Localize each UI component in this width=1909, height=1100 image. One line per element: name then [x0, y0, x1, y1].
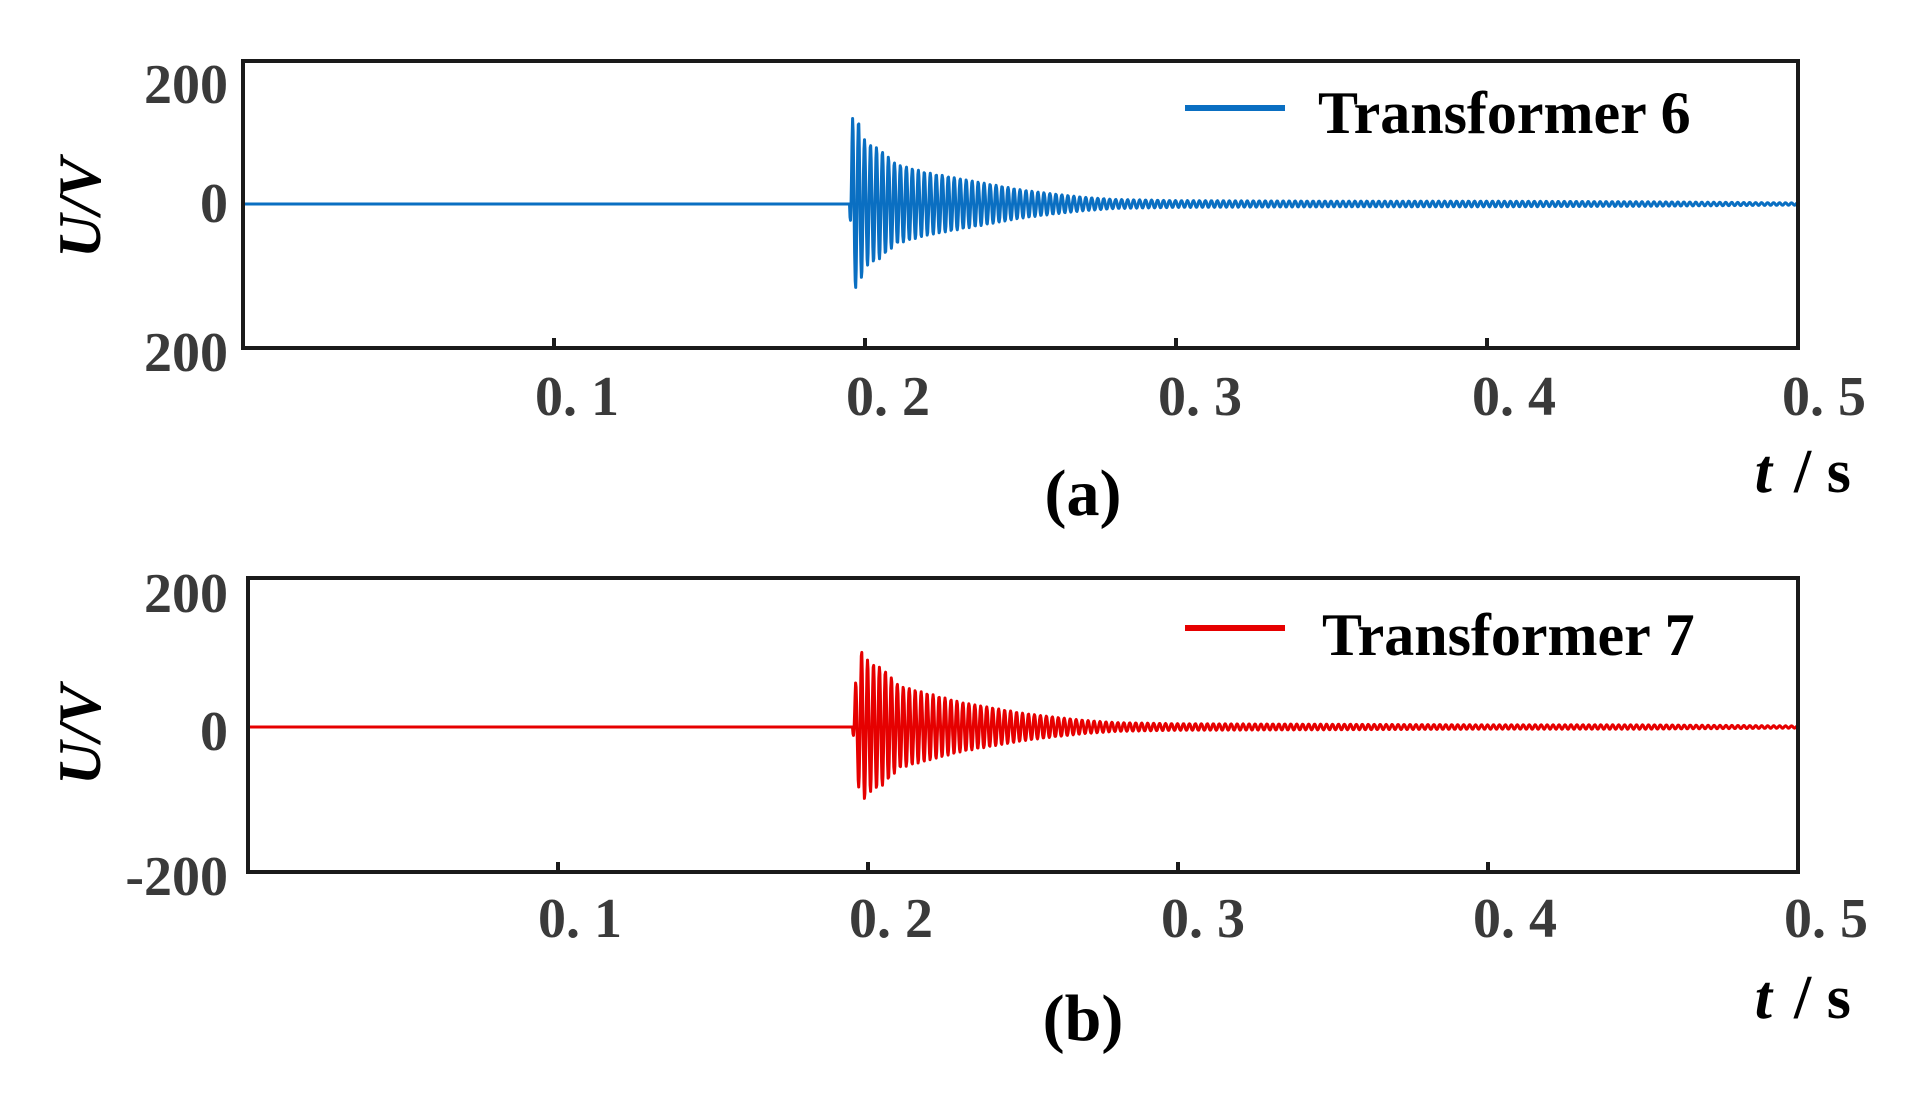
panel-b: U/V 200 0 -200 Transformer 7 0. 1 0. 2 0… [47, 563, 1868, 1055]
x-tick-label: 0. 5 [1784, 888, 1868, 950]
x-axis-variable: t [1755, 964, 1774, 1032]
plot-area-b [247, 650, 1799, 800]
legend: Transformer 6 [1185, 80, 1691, 146]
x-axis-variable: t [1755, 438, 1774, 506]
x-tick-label: 0. 1 [538, 888, 622, 950]
y-axis-label: U/V [47, 153, 113, 258]
legend-label: Transformer 7 [1322, 602, 1695, 668]
x-tick-label: 0. 5 [1782, 366, 1866, 428]
series-line-1 [247, 650, 1799, 800]
plot-frame [241, 59, 1800, 350]
x-tick-marks [556, 862, 1800, 872]
series-line-1 [242, 117, 1799, 289]
x-tick-label: 0. 4 [1472, 366, 1556, 428]
y-tick-label: 200 [144, 54, 228, 116]
x-tick-marks [552, 338, 1800, 348]
x-axis-unit: / s [1793, 438, 1851, 506]
x-tick-label: 0. 2 [846, 366, 930, 428]
plot-area-a [242, 117, 1799, 289]
x-axis-unit: / s [1793, 964, 1851, 1032]
y-tick-label: 0 [200, 701, 228, 763]
panel-caption: (b) [1043, 982, 1124, 1055]
x-tick-label: 0. 1 [535, 366, 619, 428]
y-tick-label: 200 [144, 563, 228, 625]
legend: Transformer 7 [1185, 602, 1695, 668]
x-tick-label: 0. 2 [849, 888, 933, 950]
y-tick-label: 0 [200, 173, 228, 235]
x-tick-label: 0. 3 [1158, 366, 1242, 428]
y-tick-label: 200 [144, 322, 228, 384]
y-tick-label: -200 [125, 846, 228, 908]
legend-label: Transformer 6 [1318, 80, 1691, 146]
y-axis-label: U/V [47, 680, 113, 785]
x-tick-label: 0. 3 [1161, 888, 1245, 950]
plot-frame [246, 576, 1800, 874]
panel-a: U/V 200 0 200 Transformer 6 0. 1 0. 2 0.… [47, 54, 1866, 530]
x-tick-label: 0. 4 [1473, 888, 1557, 950]
panel-caption: (a) [1045, 457, 1122, 530]
